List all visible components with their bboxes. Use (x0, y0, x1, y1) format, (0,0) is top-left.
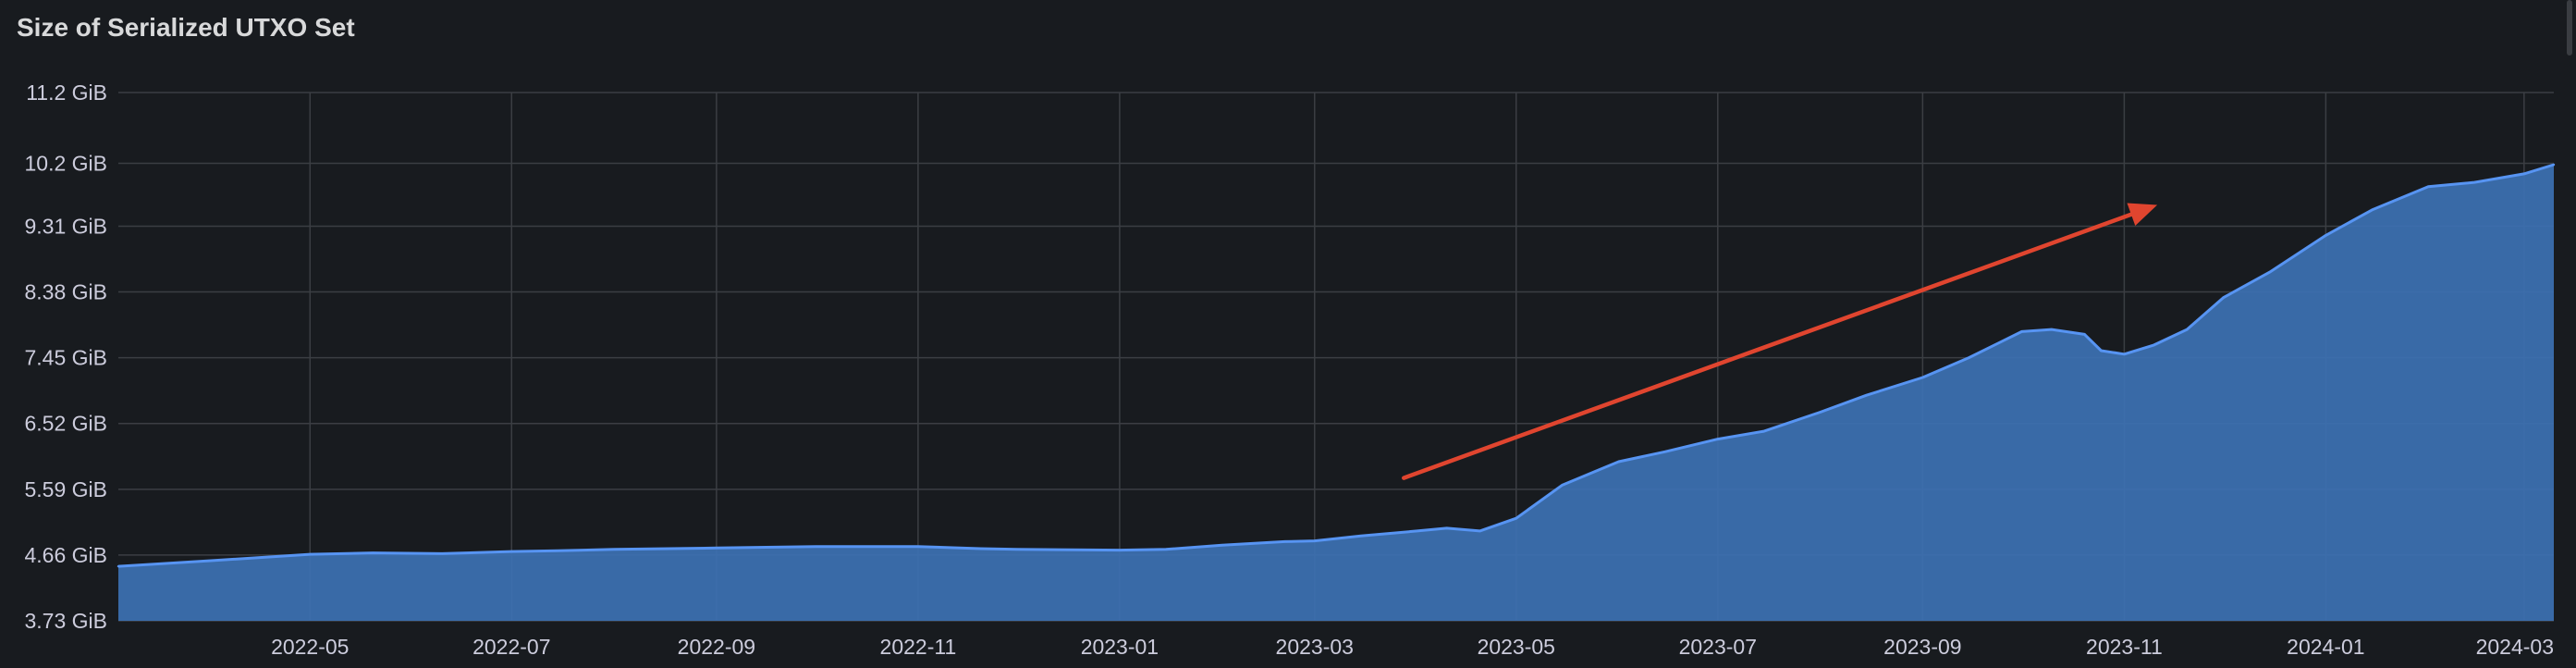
data-point (979, 547, 983, 550)
data-point (2100, 349, 2103, 353)
data-point (2522, 172, 2525, 176)
data-point (1221, 544, 1223, 547)
data-point (916, 545, 920, 548)
data-point (510, 550, 513, 553)
y-tick-label: 4.66 GiB (25, 543, 108, 567)
data-point (2325, 234, 2327, 237)
data-point (1015, 548, 1019, 550)
x-tick-label: 2024-01 (2287, 635, 2364, 659)
data-point (1478, 529, 1481, 533)
x-tick-label: 2022-09 (678, 635, 755, 659)
y-tick-label: 9.31 GiB (25, 214, 108, 238)
data-point (1515, 517, 1518, 520)
y-tick-label: 8.38 GiB (25, 280, 108, 304)
y-tick-label: 11.2 GiB (26, 80, 107, 105)
trend-arrow-head (2127, 203, 2158, 226)
x-tick-label: 2022-07 (472, 635, 550, 659)
x-tick-label: 2022-05 (271, 635, 349, 659)
data-point (557, 550, 559, 552)
x-tick-label: 2024-03 (2476, 635, 2554, 659)
data-point (2020, 330, 2023, 333)
data-point (1617, 460, 1620, 464)
data-point (1865, 394, 1868, 397)
data-point (1283, 540, 1286, 543)
data-point (2222, 296, 2225, 299)
x-tick-label: 2023-11 (2086, 635, 2163, 659)
data-point (2153, 343, 2155, 347)
data-point (1416, 529, 1418, 533)
data-point (1663, 451, 1666, 453)
data-point (2371, 208, 2374, 212)
data-point (2268, 271, 2271, 274)
data-point (2427, 185, 2430, 188)
panel-title[interactable]: Size of Serialized UTXO Set (17, 13, 355, 42)
x-tick-label: 2022-11 (880, 635, 957, 659)
data-point (1762, 429, 1766, 433)
data-point (1921, 376, 1924, 379)
data-point (372, 551, 374, 554)
data-point (2050, 328, 2053, 331)
x-tick-label: 2023-01 (1081, 635, 1159, 659)
data-point (1445, 526, 1448, 530)
data-point (1819, 411, 1822, 414)
data-point (814, 545, 817, 548)
data-point (2186, 328, 2189, 331)
data-point (2083, 333, 2086, 336)
data-point (209, 559, 213, 563)
data-point (2473, 180, 2476, 184)
data-point (309, 552, 312, 556)
chart-series (117, 163, 2556, 621)
data-point (715, 547, 718, 550)
x-axis: 2022-05 2022-07 2022-09 2022-11 2023-01 2023-… (271, 635, 2554, 659)
data-point (1118, 549, 1122, 551)
data-point (441, 552, 444, 555)
data-point (1359, 535, 1363, 538)
data-point (2552, 163, 2556, 167)
data-point (1164, 548, 1168, 550)
trend-arrow-line (1402, 212, 2134, 480)
x-tick-label: 2023-05 (1478, 635, 1555, 659)
y-tick-label: 7.45 GiB (25, 346, 108, 370)
y-tick-label: 3.73 GiB (25, 609, 108, 633)
scrollbar-handle[interactable] (2567, 0, 2572, 56)
data-point (612, 548, 616, 550)
x-tick-label: 2023-07 (1679, 635, 1757, 659)
series-area (118, 165, 2554, 621)
y-tick-label: 10.2 GiB (25, 151, 108, 175)
data-point (1716, 438, 1720, 440)
y-tick-label: 5.59 GiB (25, 477, 108, 501)
y-tick-label: 6.52 GiB (25, 412, 108, 436)
chart-annotation (1402, 203, 2158, 480)
x-tick-label: 2023-03 (1276, 635, 1354, 659)
data-point (117, 564, 120, 568)
data-point (1968, 356, 1970, 359)
data-point (1313, 539, 1317, 542)
data-point (2123, 353, 2126, 355)
y-axis: 3.73 GiB 4.66 GiB 5.59 GiB 6.52 GiB 7.45 GiB… (25, 80, 108, 633)
data-point (1561, 484, 1564, 487)
x-tick-label: 2023-09 (1883, 635, 1961, 659)
